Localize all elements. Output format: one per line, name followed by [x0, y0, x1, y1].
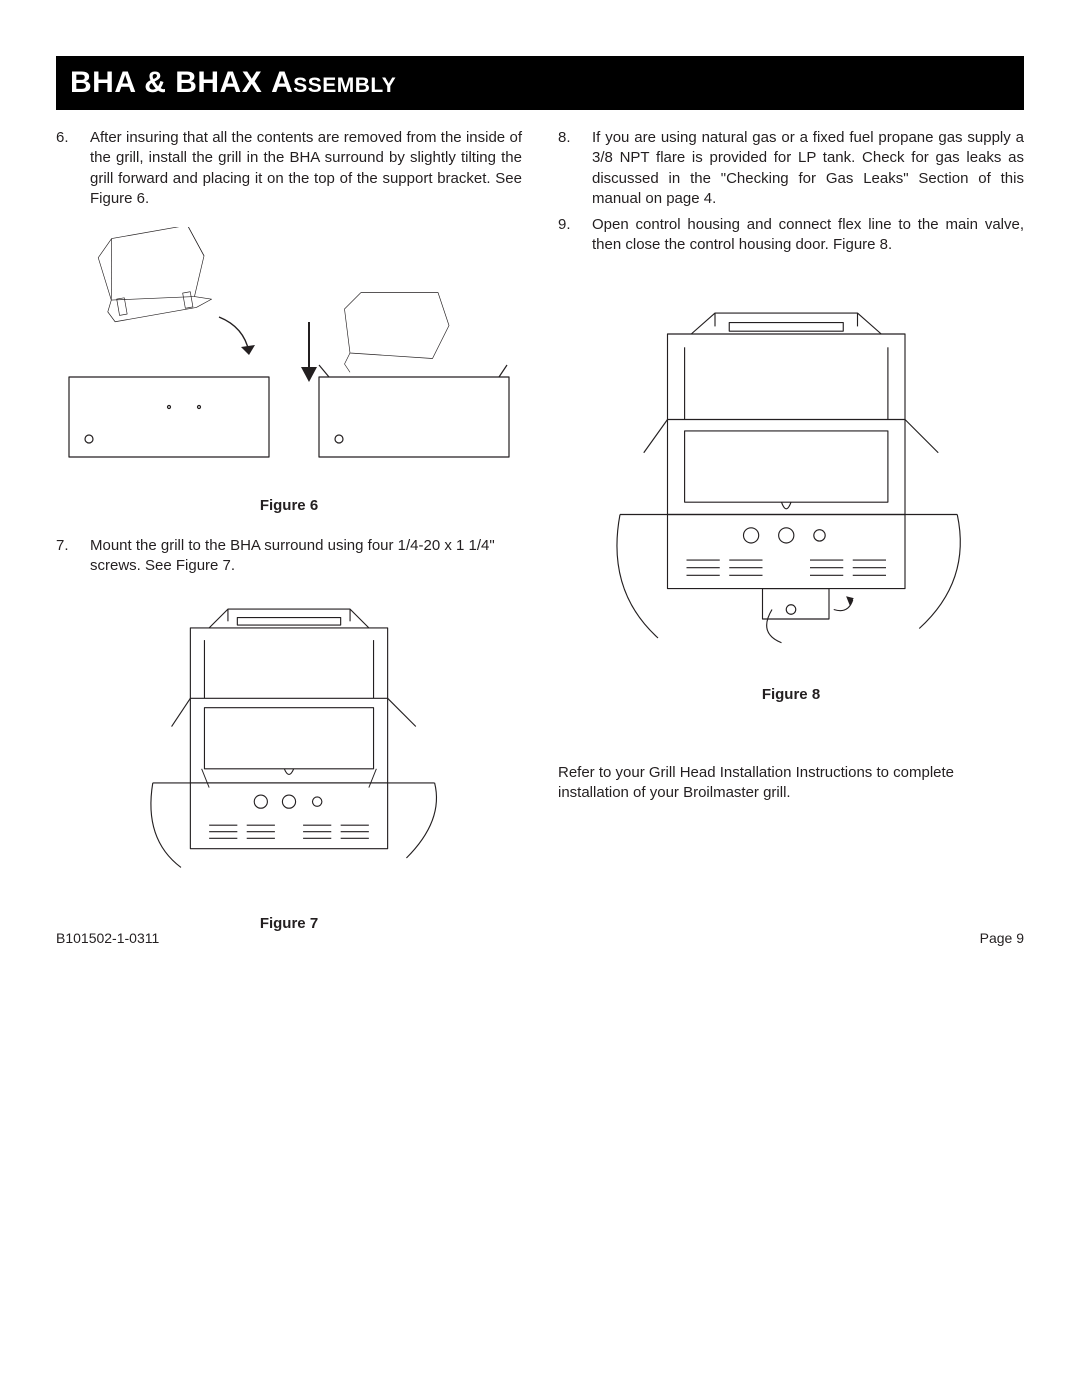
steps-right: 8. If you are using natural gas or a fix… — [558, 128, 1024, 256]
step-text: Open control housing and connect flex li… — [592, 215, 1024, 256]
figure-8-caption: Figure 8 — [558, 686, 1024, 703]
step-number: 9. — [558, 215, 582, 256]
steps-left: 6. After insuring that all the contents … — [56, 128, 522, 209]
steps-left-2: 7. Mount the grill to the BHA surround u… — [56, 536, 522, 577]
columns: 6. After insuring that all the contents … — [56, 128, 1024, 954]
title-smallcaps: Assembly — [271, 66, 396, 99]
step-number: 7. — [56, 536, 80, 577]
footer-doc-id: B101502-1-0311 — [56, 930, 159, 946]
step-7: 7. Mount the grill to the BHA surround u… — [56, 536, 522, 577]
figure-7: Figure 7 — [56, 595, 522, 932]
section-header: BHA & BHAX Assembly — [56, 56, 1024, 110]
footer-page-number: Page 9 — [980, 930, 1024, 946]
step-9: 9. Open control housing and connect flex… — [558, 215, 1024, 256]
page-footer: B101502-1-0311 Page 9 — [56, 930, 1024, 946]
page: BHA & BHAX Assembly 6. After insuring th… — [0, 0, 1080, 994]
step-text: If you are using natural gas or a fixed … — [592, 128, 1024, 209]
figure-8: Figure 8 — [558, 296, 1024, 703]
figure-8-illustration — [558, 296, 1024, 676]
figure-7-illustration — [56, 595, 522, 905]
closing-paragraph: Refer to your Grill Head Installation In… — [558, 763, 1024, 804]
step-text: Mount the grill to the BHA surround usin… — [90, 536, 522, 577]
step-number: 6. — [56, 128, 80, 209]
section-title: BHA & BHAX Assembly — [70, 66, 396, 99]
step-number: 8. — [558, 128, 582, 209]
figure-6: Figure 6 — [56, 227, 522, 514]
left-column: 6. After insuring that all the contents … — [56, 128, 522, 954]
title-prefix: BHA & BHAX — [70, 66, 271, 99]
figure-6-illustration — [56, 227, 522, 487]
step-text: After insuring that all the contents are… — [90, 128, 522, 209]
step-6: 6. After insuring that all the contents … — [56, 128, 522, 209]
step-8: 8. If you are using natural gas or a fix… — [558, 128, 1024, 209]
right-column: 8. If you are using natural gas or a fix… — [558, 128, 1024, 954]
figure-6-caption: Figure 6 — [56, 497, 522, 514]
